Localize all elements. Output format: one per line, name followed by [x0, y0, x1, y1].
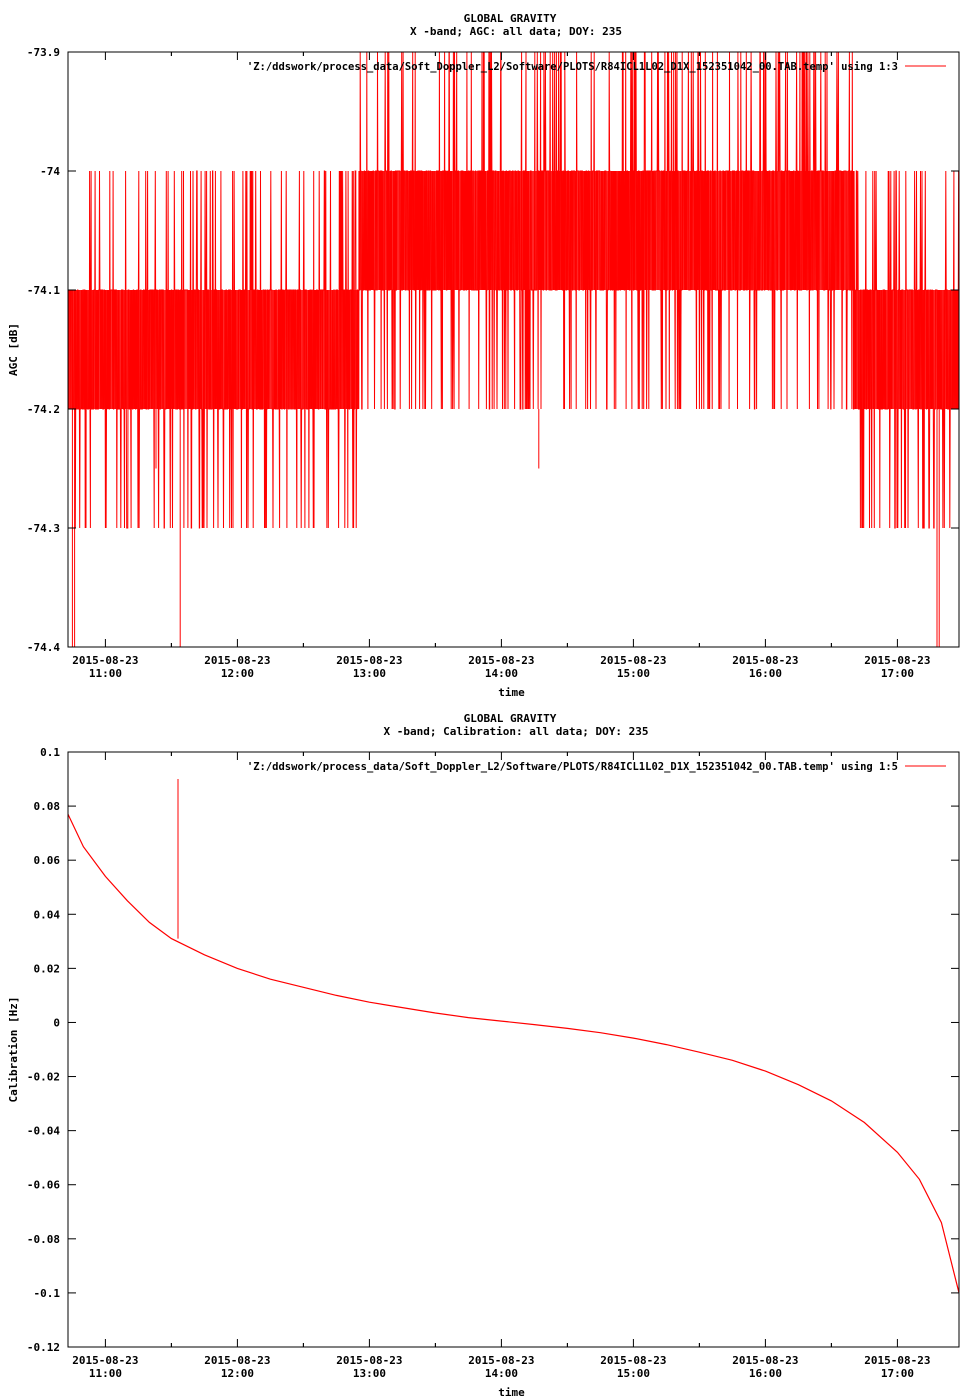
- x-tick-date: 2015-08-23: [468, 654, 534, 667]
- x-tick-date: 2015-08-23: [732, 1354, 798, 1367]
- x-tick-label: 11:00: [89, 1367, 122, 1380]
- x-tick-label: 14:00: [485, 1367, 518, 1380]
- y-tick-label: -0.04: [27, 1125, 60, 1138]
- x-tick-date: 2015-08-23: [204, 1354, 270, 1367]
- legend-label: 'Z:/ddswork/process_data/Soft_Doppler_L2…: [247, 761, 898, 773]
- y-tick-label: -74.4: [27, 641, 60, 654]
- y-tick-label: -0.1: [34, 1287, 61, 1300]
- legend: 'Z:/ddswork/process_data/Soft_Doppler_L2…: [247, 61, 946, 73]
- series-band-0: [68, 290, 359, 409]
- x-tick-label: 12:00: [221, 1367, 254, 1380]
- chart-subtitle: X -band; Calibration: all data; DOY: 235: [384, 725, 649, 738]
- x-tick-label: 11:00: [89, 667, 122, 680]
- y-tick-label: 0.06: [34, 854, 61, 867]
- x-tick-label: 14:00: [485, 667, 518, 680]
- series-group: [68, 779, 959, 1294]
- series-band-1: [358, 171, 854, 290]
- y-tick-label: 0.02: [34, 962, 61, 975]
- x-tick-date: 2015-08-23: [336, 654, 402, 667]
- y-tick-label: -0.02: [27, 1071, 60, 1084]
- x-tick-label: 15:00: [617, 667, 650, 680]
- legend-label: 'Z:/ddswork/process_data/Soft_Doppler_L2…: [247, 61, 898, 73]
- y-tick-label: -0.12: [27, 1341, 60, 1354]
- x-tick-label: 17:00: [881, 667, 914, 680]
- y-tick-label: -74: [40, 165, 60, 178]
- y-tick-label: 0.04: [34, 908, 61, 921]
- y-tick-label: -74.3: [27, 522, 60, 535]
- y-tick-label: 0.08: [34, 800, 61, 813]
- x-tick-label: 15:00: [617, 1367, 650, 1380]
- x-tick-date: 2015-08-23: [600, 654, 666, 667]
- x-tick-label: 16:00: [749, 1367, 782, 1380]
- x-axis-label: time: [498, 1386, 525, 1399]
- plot-frame: [67, 51, 960, 648]
- x-tick-date: 2015-08-23: [864, 1354, 930, 1367]
- x-tick-date: 2015-08-23: [72, 654, 138, 667]
- y-axis-label: Calibration [Hz]: [7, 997, 20, 1103]
- y-tick-label: -0.08: [27, 1233, 60, 1246]
- x-tick-date: 2015-08-23: [204, 654, 270, 667]
- series-band-2: [853, 290, 959, 409]
- x-tick-date: 2015-08-23: [864, 654, 930, 667]
- y-tick-label: -74.2: [27, 403, 60, 416]
- chart-title: GLOBAL GRAVITY: [464, 12, 557, 25]
- y-tick-label: -0.06: [27, 1179, 60, 1192]
- x-tick-label: 17:00: [881, 1367, 914, 1380]
- x-tick-label: 12:00: [221, 667, 254, 680]
- series-group: [68, 52, 959, 647]
- x-tick-label: 16:00: [749, 667, 782, 680]
- chart-subtitle: X -band; AGC: all data; DOY: 235: [410, 25, 622, 38]
- chart-title: GLOBAL GRAVITY: [464, 712, 557, 725]
- x-tick-date: 2015-08-23: [468, 1354, 534, 1367]
- x-tick-date: 2015-08-23: [336, 1354, 402, 1367]
- x-tick-date: 2015-08-23: [600, 1354, 666, 1367]
- x-tick-date: 2015-08-23: [732, 654, 798, 667]
- y-tick-label: 0.1: [40, 746, 60, 759]
- y-tick-label: 0: [53, 1016, 60, 1029]
- x-tick-label: 13:00: [353, 667, 386, 680]
- x-axis-label: time: [498, 686, 525, 699]
- y-axis-label: AGC [dB]: [7, 323, 20, 376]
- x-tick-date: 2015-08-23: [72, 1354, 138, 1367]
- plot-frame: [67, 751, 960, 1348]
- legend: 'Z:/ddswork/process_data/Soft_Doppler_L2…: [247, 761, 946, 773]
- y-tick-label: -74.1: [27, 284, 60, 297]
- x-tick-label: 13:00: [353, 1367, 386, 1380]
- y-tick-label: -73.9: [27, 46, 60, 59]
- series-line: [68, 813, 959, 1294]
